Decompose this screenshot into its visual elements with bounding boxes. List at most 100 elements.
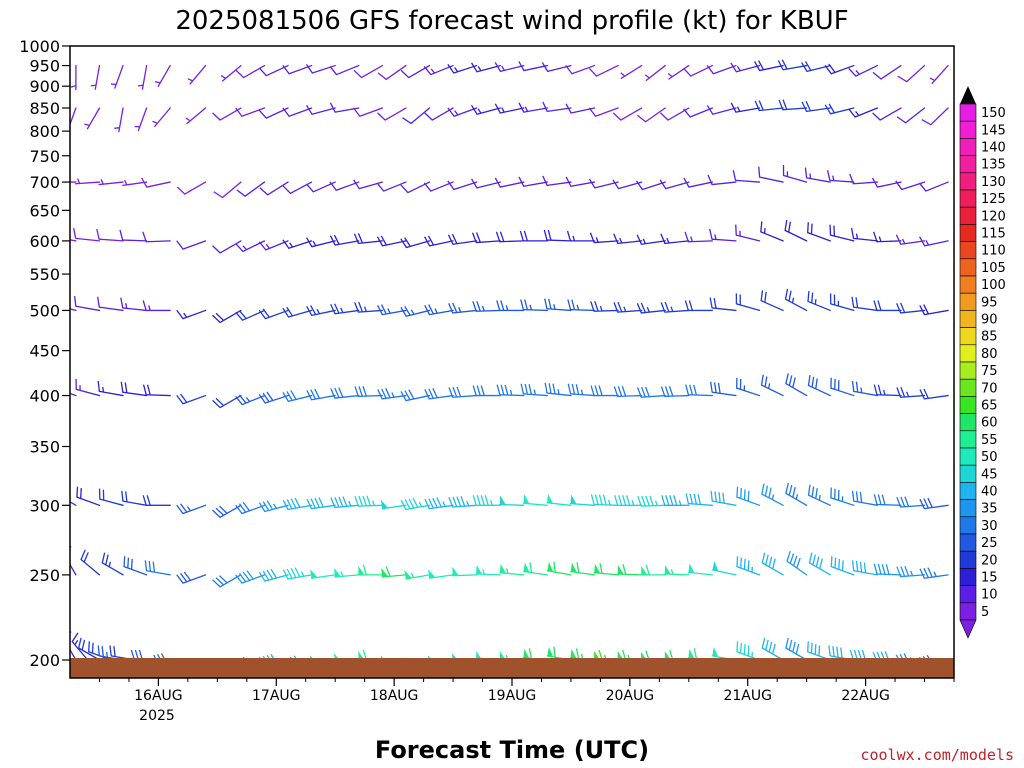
y-tick-label: 450	[29, 342, 60, 361]
wind-barb	[472, 495, 501, 506]
wind-barb	[777, 59, 808, 71]
wind-barb	[305, 104, 336, 115]
wind-barb	[235, 502, 266, 515]
colorbar-label: 90	[981, 313, 998, 328]
y-tick-label: 600	[29, 232, 60, 251]
wind-barb	[212, 309, 242, 324]
colorbar-label: 75	[981, 364, 998, 379]
wind-barb	[636, 107, 666, 123]
wind-barb	[424, 235, 454, 247]
wind-barb	[824, 63, 855, 75]
wind-barb	[873, 384, 902, 397]
colorbar-swatch	[959, 310, 977, 328]
wind-barb	[590, 494, 619, 506]
colorbar-label: 70	[981, 381, 998, 396]
colorbar-swatch	[959, 206, 977, 225]
colorbar-label: 80	[981, 347, 998, 362]
wind-barb	[329, 234, 360, 246]
wind-barb	[96, 228, 124, 242]
wind-barb	[801, 101, 831, 112]
wind-barb	[142, 300, 171, 312]
colorbar-label: 5	[981, 605, 989, 620]
colorbar-swatch	[959, 430, 977, 449]
wind-barb	[873, 563, 902, 576]
wind-barb	[144, 560, 171, 576]
wind-barb	[760, 374, 784, 397]
wind-barb	[282, 239, 313, 249]
colorbar-swatch	[959, 241, 977, 260]
wind-barb	[447, 64, 478, 74]
colorbar-swatch	[959, 378, 977, 397]
wind-barb	[70, 501, 77, 506]
colorbar-label: 20	[981, 553, 998, 568]
wind-barb	[808, 552, 831, 576]
wind-barb	[282, 497, 313, 511]
wind-barb	[424, 304, 454, 316]
wind-barb	[282, 107, 313, 117]
colorbar-swatch	[959, 568, 977, 586]
wind-barb	[380, 499, 407, 510]
colorbar-label: 130	[981, 175, 1006, 190]
wind-barb	[544, 298, 572, 312]
wind-barb	[735, 224, 761, 242]
colorbar-swatch	[959, 585, 977, 604]
wind-barb	[448, 302, 478, 314]
wind-barb	[736, 377, 761, 397]
wind-barb	[142, 384, 171, 397]
wind-barb	[424, 388, 454, 400]
wind-barb	[784, 219, 808, 242]
colorbar-label: 35	[981, 502, 998, 517]
wind-barb	[761, 552, 784, 576]
wind-barb	[97, 296, 124, 312]
wind-barb	[518, 102, 549, 113]
colorbar-swatch	[959, 172, 977, 191]
colorbar-label: 110	[981, 244, 1006, 259]
colorbar-label: 135	[981, 158, 1006, 173]
wind-barb	[919, 497, 949, 510]
wind-barb	[74, 178, 101, 185]
wind-barb	[518, 61, 549, 72]
wind-barb	[235, 240, 266, 253]
wind-barb	[176, 240, 207, 250]
wind-barb	[661, 495, 690, 506]
wind-barb	[921, 107, 949, 126]
wind-barb	[896, 107, 926, 124]
wind-barb	[447, 180, 478, 191]
wind-barb	[152, 107, 171, 128]
wind-barb	[711, 561, 737, 576]
colorbar-swatch	[959, 533, 977, 552]
wind-barb	[258, 308, 289, 320]
wind-barb	[761, 483, 784, 506]
wind-barb	[70, 181, 77, 183]
wind-barb	[683, 107, 714, 118]
wind-barb	[122, 179, 148, 187]
wind-barb	[330, 496, 360, 509]
wind-barb	[447, 107, 478, 117]
wind-barb	[710, 490, 737, 506]
wind-barb	[310, 569, 336, 579]
wind-barb	[98, 488, 124, 506]
wind-barb	[400, 389, 431, 402]
wind-barb	[71, 632, 89, 661]
wind-barb	[895, 180, 926, 191]
colorbar-label: 55	[981, 433, 998, 448]
colorbar-label: 25	[981, 536, 998, 551]
wind-barb	[785, 373, 808, 397]
colorbar-swatch	[959, 550, 977, 569]
wind-barb	[754, 100, 784, 112]
wind-barb	[544, 382, 572, 397]
wind-barb	[70, 392, 77, 397]
wind-barb	[75, 378, 101, 397]
x-tick-label: 17AUG	[252, 688, 301, 704]
wind-barb	[735, 293, 761, 312]
wind-barb	[475, 565, 501, 576]
colorbar-label: 50	[981, 450, 998, 465]
wind-barb	[664, 565, 690, 576]
wind-barb	[220, 64, 242, 82]
wind-barb	[353, 107, 383, 117]
wind-barb	[70, 308, 77, 312]
colorbar-label: 125	[981, 192, 1006, 207]
colorbar-swatch	[959, 516, 977, 535]
wind-barb	[687, 563, 714, 576]
wind-barb	[123, 556, 148, 576]
